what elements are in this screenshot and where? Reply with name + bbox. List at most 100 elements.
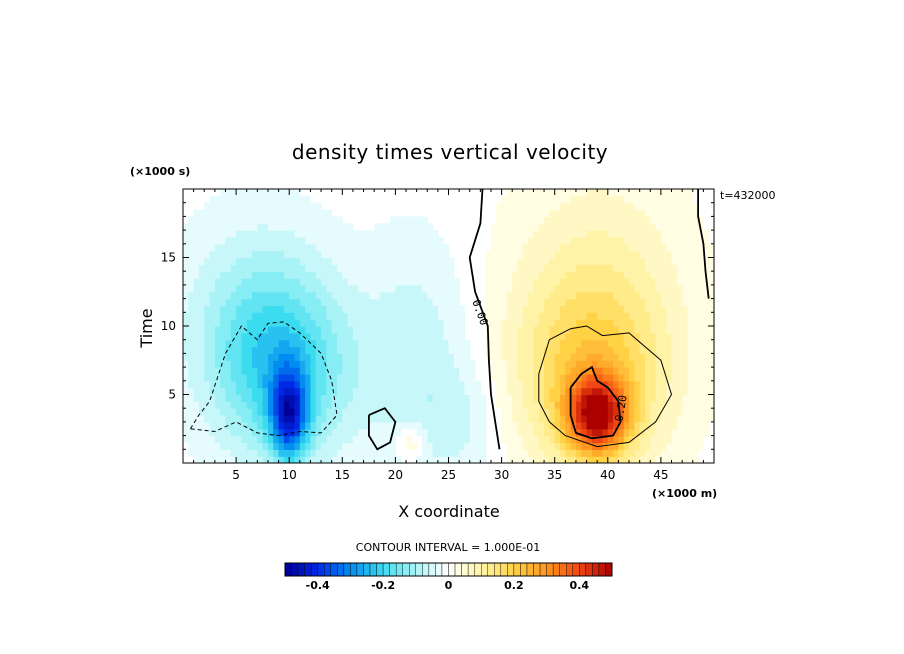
field-cell xyxy=(533,202,540,211)
field-cell xyxy=(512,394,519,402)
field-cell xyxy=(299,387,306,396)
field-cell xyxy=(214,305,221,313)
field-cell xyxy=(459,339,466,348)
field-cell xyxy=(464,360,471,368)
field-cell xyxy=(230,367,237,375)
field-cell xyxy=(347,353,354,361)
field-cell xyxy=(294,449,301,457)
field-cell xyxy=(278,387,285,396)
field-cell xyxy=(374,271,381,279)
field-cell xyxy=(496,216,503,224)
field-cell xyxy=(384,305,391,313)
field-cell xyxy=(512,189,519,197)
field-cell xyxy=(490,223,497,231)
field-cell xyxy=(512,319,519,327)
field-cell xyxy=(538,284,545,293)
field-cell xyxy=(650,326,657,334)
field-cell xyxy=(252,243,258,252)
field-cell xyxy=(565,257,572,265)
field-cell xyxy=(634,202,641,211)
field-cell xyxy=(469,435,476,444)
field-cell xyxy=(283,373,290,382)
positive-contour-line-inner xyxy=(569,365,622,440)
field-cell xyxy=(390,373,396,382)
field-cell xyxy=(676,408,683,416)
field-cell xyxy=(289,189,296,197)
field-cell xyxy=(464,380,471,389)
field-cell xyxy=(437,312,444,320)
field-cell xyxy=(220,216,227,224)
field-cell xyxy=(565,442,572,450)
field-cell xyxy=(655,305,662,313)
field-cell xyxy=(671,298,678,307)
field-cell xyxy=(560,230,566,238)
field-cell xyxy=(676,373,683,382)
field-cell xyxy=(411,332,418,341)
field-cell xyxy=(225,421,232,430)
field-cell xyxy=(575,394,582,402)
field-cell xyxy=(453,291,460,300)
field-cell xyxy=(273,195,280,204)
field-cell xyxy=(581,298,588,307)
field-cell xyxy=(214,243,221,252)
field-cell xyxy=(214,298,221,307)
field-cell xyxy=(379,312,386,320)
field-cell xyxy=(257,271,264,279)
field-cell xyxy=(241,394,248,402)
field-cell xyxy=(321,353,327,361)
field-cell xyxy=(650,312,657,320)
field-cell xyxy=(528,319,535,327)
field-cell xyxy=(273,298,280,307)
field-cell xyxy=(544,373,550,382)
field-cell xyxy=(522,449,529,457)
field-cell xyxy=(406,394,412,402)
field-cell xyxy=(538,223,545,231)
field-cell xyxy=(294,380,301,389)
field-cell xyxy=(443,346,450,354)
field-cell xyxy=(464,394,471,402)
field-cell xyxy=(538,257,545,265)
field-cell xyxy=(421,243,428,252)
field-cell xyxy=(671,223,678,231)
field-cell xyxy=(522,442,529,450)
field-cell xyxy=(347,380,354,389)
field-cell xyxy=(687,284,694,293)
field-cell xyxy=(379,408,386,416)
field-cell xyxy=(236,360,243,368)
field-cell xyxy=(379,456,386,463)
field-cell xyxy=(283,305,290,313)
field-cell xyxy=(262,319,269,327)
field-cell xyxy=(522,250,529,259)
field-cell xyxy=(544,216,550,224)
field-cell xyxy=(411,346,418,354)
colorbar-cell xyxy=(369,562,377,577)
colorbar-cell xyxy=(579,562,587,577)
field-cell xyxy=(289,264,296,272)
field-cell xyxy=(475,415,481,423)
colorbar-cell xyxy=(539,562,547,577)
field-cell xyxy=(623,202,630,211)
field-cell xyxy=(395,284,402,293)
field-cell xyxy=(188,339,195,348)
field-cell xyxy=(634,319,641,327)
field-cell xyxy=(687,339,694,348)
field-cell xyxy=(660,326,667,334)
field-cell xyxy=(517,326,524,334)
field-cell xyxy=(533,305,540,313)
field-cell xyxy=(236,394,243,402)
field-cell xyxy=(411,421,418,430)
field-cell xyxy=(241,380,248,389)
field-cell xyxy=(549,223,556,231)
field-cell xyxy=(682,284,689,293)
field-cell xyxy=(639,373,646,382)
field-cell xyxy=(241,264,248,272)
field-cell xyxy=(230,401,237,409)
field-cell xyxy=(342,415,349,423)
field-cell xyxy=(315,401,322,409)
field-cell xyxy=(448,305,455,313)
field-cell xyxy=(204,243,211,252)
field-cell xyxy=(230,195,237,204)
field-cell xyxy=(273,387,280,396)
field-cell xyxy=(602,189,609,197)
field-cell xyxy=(336,250,343,259)
